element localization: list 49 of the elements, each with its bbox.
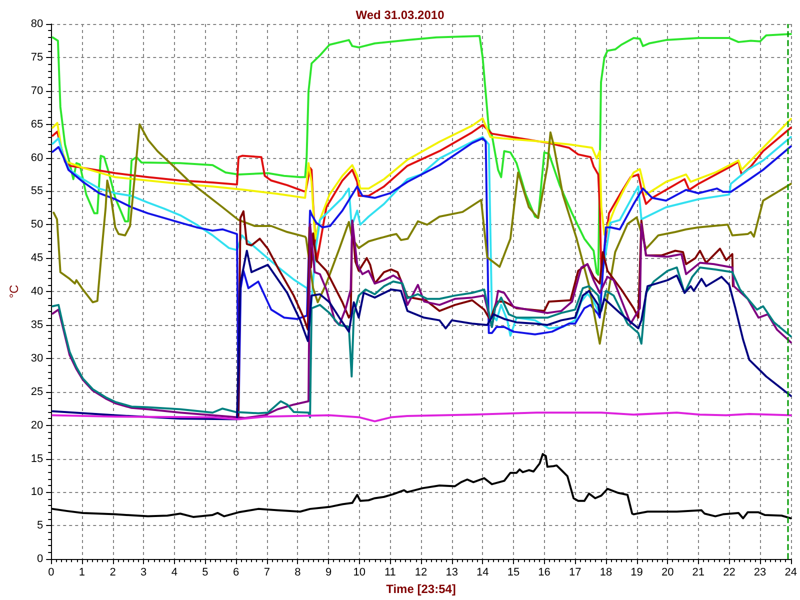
line-series	[52, 412, 792, 422]
x-tick-label: 4	[171, 566, 178, 579]
y-axis-title: °C	[7, 284, 21, 298]
x-tick-label: 8	[294, 566, 301, 579]
y-tick-label: 35	[30, 318, 44, 331]
y-tick-label: 75	[30, 51, 44, 64]
x-axis-title: Time [23:54]	[386, 582, 456, 596]
x-tick-label: 11	[384, 566, 396, 579]
x-tick-label: 14	[476, 566, 489, 579]
y-tick-label: 25	[30, 386, 44, 398]
y-tick-label: 80	[30, 18, 44, 30]
x-tick-label: 19	[630, 566, 643, 579]
x-tick-label: 21	[692, 566, 705, 579]
y-tick-label: 50	[30, 218, 44, 231]
y-tick-label: 30	[30, 352, 44, 364]
y-tick-label: 55	[30, 185, 44, 198]
x-tick-label: 12	[414, 566, 428, 579]
x-tick-label: 6	[233, 566, 240, 579]
x-tick-label: 3	[140, 566, 147, 579]
x-tick-label: 23	[754, 566, 766, 579]
x-tick-label: 5	[202, 566, 208, 579]
x-tick-label: 15	[507, 566, 520, 579]
y-tick-label: 70	[30, 84, 44, 97]
x-tick-label: 20	[661, 566, 674, 579]
y-tick-label: 60	[30, 152, 44, 164]
y-tick-label: 5	[37, 520, 44, 532]
x-tick-label: 13	[446, 566, 458, 579]
chart-title: Wed 31.03.2010	[356, 8, 445, 22]
x-tick-label: 24	[784, 566, 798, 579]
x-tick-label: 7	[264, 566, 270, 579]
y-tick-label: 15	[30, 452, 44, 465]
x-tick-label: 0	[48, 566, 54, 579]
x-tick-label: 17	[569, 566, 582, 579]
line-series	[52, 33, 792, 276]
x-tick-label: 18	[600, 566, 612, 579]
y-tick-label: 65	[30, 118, 44, 130]
y-tick-label: 0	[37, 553, 44, 566]
y-tick-label: 20	[30, 419, 44, 432]
x-tick-label: 10	[353, 566, 366, 579]
x-tick-label: 9	[325, 566, 332, 579]
x-tick-label: 2	[110, 566, 116, 579]
line-series	[52, 220, 792, 419]
line-series	[52, 117, 792, 240]
y-tick-label: 45	[30, 252, 44, 264]
x-tick-label: 1	[78, 566, 86, 579]
y-tick-label: 10	[30, 486, 44, 498]
x-tick-label: 16	[538, 566, 550, 579]
x-tick-label: 22	[723, 566, 736, 579]
y-tick-label: 40	[30, 286, 44, 298]
